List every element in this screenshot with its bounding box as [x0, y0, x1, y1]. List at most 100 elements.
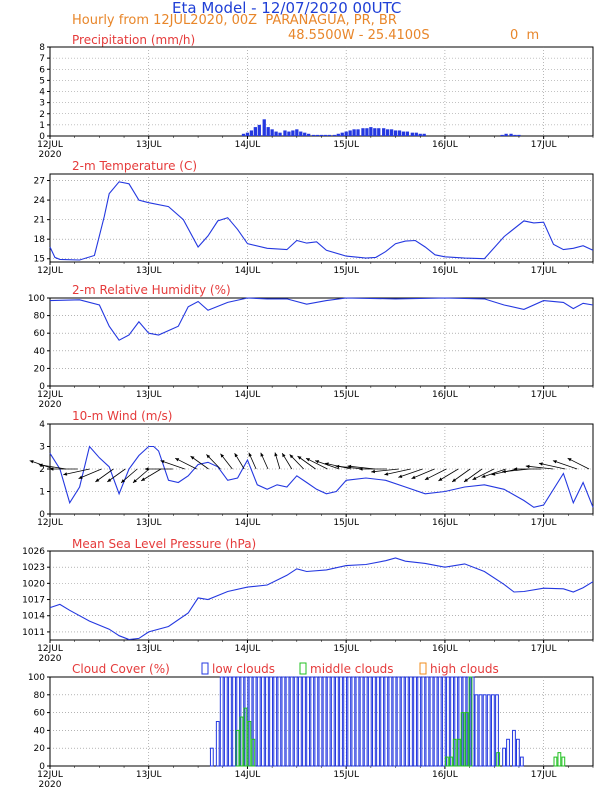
precip-bar [336, 133, 340, 136]
low-cloud-bar [265, 676, 269, 767]
low-cloud-bar [330, 676, 335, 767]
low-cloud-bar [446, 676, 450, 767]
low-cloud-bar [512, 729, 516, 767]
legend-high-clouds-swatch [419, 662, 427, 675]
precip-bar [509, 133, 513, 136]
precip-bar [504, 133, 508, 136]
wind-vector-head [160, 460, 165, 464]
low-cloud-bar [437, 676, 442, 767]
wind-vector-head [206, 454, 211, 459]
x-year-label: 2020 [39, 400, 62, 410]
low-cloud-bar [519, 756, 524, 767]
y-tick-label: 0 [39, 510, 45, 520]
wind-vector-head [464, 478, 468, 482]
chart-title: Eta Model - 12/07/2020 00UTC [172, 0, 402, 17]
y-tick-label: 24 [34, 196, 46, 206]
panel-frame-4 [49, 550, 594, 641]
station-coords: 48.5500W - 25.4100S [288, 28, 430, 43]
low-cloud-bar [421, 676, 426, 767]
wind-vector-head [78, 475, 83, 479]
wind-vector-head [282, 453, 286, 458]
x-tick-label: 16JUL [432, 770, 458, 780]
y-tick-label: 1 [39, 121, 45, 131]
wind-vector [190, 455, 209, 470]
middle-cloud-bar [444, 756, 449, 767]
precip-bar [365, 128, 369, 136]
y-tick-label: 100 [28, 294, 45, 304]
precip-bar [283, 130, 287, 136]
panel-title-0: Precipitation (mm/h) [72, 33, 195, 47]
y-tick-label: 3 [39, 443, 45, 453]
y-tick-label: 1017 [22, 596, 45, 606]
y-tick-label: 40 [34, 726, 46, 736]
precip-bar [311, 134, 316, 136]
precip-bar [373, 128, 377, 136]
precip-bar [295, 129, 299, 136]
wind-vector [472, 468, 495, 481]
x-year-label: 2020 [39, 654, 62, 664]
wind-vector-head [335, 464, 340, 469]
low-cloud-bar [297, 676, 302, 767]
low-cloud-bar [339, 676, 343, 767]
precip-bar [410, 132, 414, 136]
y-tick-label: 80 [34, 691, 46, 701]
x-tick-label: 14JUL [235, 644, 261, 654]
x-tick-label: 12JUL [37, 518, 63, 528]
wind-vector-head [144, 467, 149, 471]
precip-bar [327, 134, 332, 136]
chart-header: Eta Model - 12/07/2020 00UTC Hourly from… [0, 0, 612, 45]
x-tick-label: 13JUL [136, 266, 162, 276]
low-cloud-bar [502, 747, 506, 767]
wind-vector [463, 468, 483, 483]
low-cloud-bar [228, 676, 232, 767]
low-cloud-bar [425, 676, 430, 767]
low-cloud-bar [306, 676, 311, 767]
low-cloud-bar [277, 676, 282, 767]
wind-vector-head [38, 463, 43, 467]
low-cloud-bar [429, 676, 434, 767]
precip-bar [257, 124, 261, 136]
y-tick-label: 1020 [22, 579, 45, 589]
wind-vector [297, 455, 316, 470]
wind-vector-head [384, 472, 389, 476]
precip-bar [352, 129, 356, 136]
x-tick-label: 16JUL [432, 140, 458, 150]
precip-bar [323, 134, 328, 136]
x-tick-label: 15JUL [333, 518, 359, 528]
x-tick-label: 13JUL [136, 518, 162, 528]
precip-bar [262, 119, 266, 136]
x-tick-label: 14JUL [235, 140, 261, 150]
middle-cloud-bar [452, 738, 457, 767]
wind-vector-head [29, 460, 34, 464]
wind-vector-head [121, 479, 125, 483]
low-cloud-bar [388, 676, 393, 767]
precip-bar [319, 134, 324, 136]
wind-vector-head [190, 456, 195, 460]
low-cloud-bar [293, 676, 298, 767]
wind-vector [38, 464, 66, 470]
wind-vector [107, 468, 126, 483]
wind-vector [305, 457, 328, 470]
y-tick-label: 20 [34, 744, 46, 754]
x-tick-label: 17JUL [531, 644, 557, 654]
wind-vector [371, 468, 399, 473]
low-cloud-bar [486, 694, 491, 767]
low-cloud-bar [367, 676, 372, 767]
station-elevation: 0 m [510, 28, 540, 43]
y-tick-label: 15 [34, 255, 45, 265]
wind-vector-head [371, 469, 375, 474]
wind-vector-head [274, 452, 278, 457]
x-tick-label: 12JUL [37, 140, 63, 150]
y-tick-label: 100 [28, 673, 45, 683]
low-cloud-bar [281, 676, 286, 767]
x-tick-label: 13JUL [136, 644, 162, 654]
y-tick-label: 20 [34, 364, 46, 374]
low-cloud-bar [215, 721, 220, 767]
precip-bar [344, 131, 348, 136]
wind-vector [63, 468, 90, 476]
low-cloud-bar [347, 676, 352, 767]
precip-bar [414, 132, 418, 136]
wind-vector-head [491, 472, 496, 476]
x-tick-label: 15JUL [333, 770, 359, 780]
wind-vector [398, 468, 423, 478]
